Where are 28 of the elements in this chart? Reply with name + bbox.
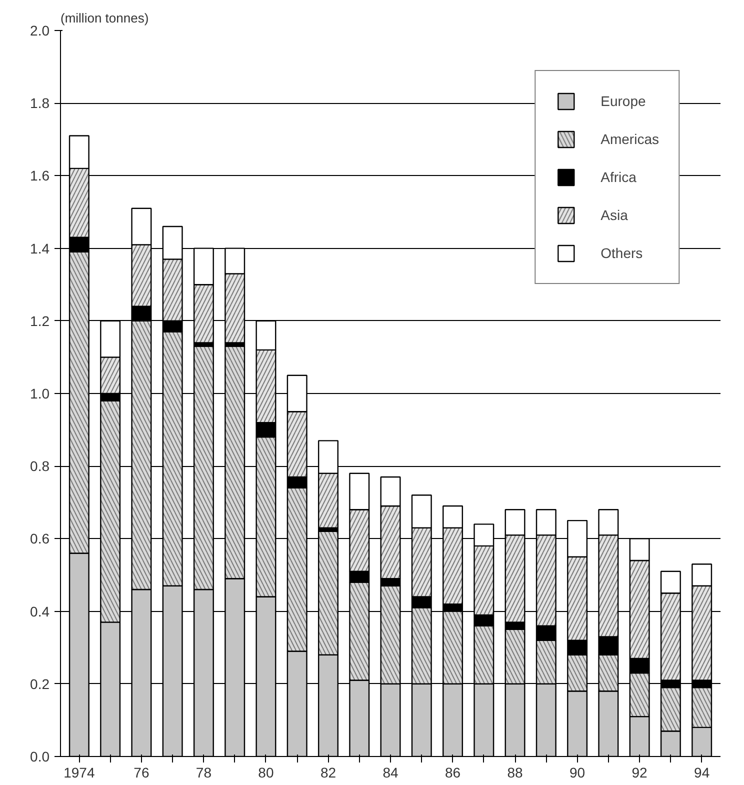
y-tick-label: 2.0 xyxy=(30,22,50,38)
legend-label: Europe xyxy=(600,93,646,109)
x-tick-label: 82 xyxy=(320,764,336,780)
y-tick-label: 1.6 xyxy=(30,168,50,184)
legend-label: Asia xyxy=(600,207,628,223)
y-tick-label: 1.4 xyxy=(30,240,50,256)
legend-label: Others xyxy=(600,245,643,261)
x-tick-label: 78 xyxy=(196,764,212,780)
legend-label: Africa xyxy=(600,169,636,185)
x-tick-label: 86 xyxy=(444,764,461,780)
y-tick-label: 0.4 xyxy=(30,603,50,620)
x-tick-label: 1974 xyxy=(64,764,95,780)
y-tick-label: 1.8 xyxy=(30,95,50,112)
y-tick-label: 0.0 xyxy=(30,748,50,764)
x-tick-label: 80 xyxy=(258,764,274,780)
y-axis-title: (million tonnes) xyxy=(60,10,149,26)
x-tick-label: 76 xyxy=(134,764,150,780)
x-tick-label: 88 xyxy=(507,764,524,780)
y-tick-label: 0.2 xyxy=(30,676,50,692)
x-tick-label: 92 xyxy=(632,764,648,780)
y-tick-label: 0.8 xyxy=(30,458,50,474)
x-tick-label: 94 xyxy=(694,764,710,780)
legend-label: Americas xyxy=(600,131,659,147)
x-tick-label: 84 xyxy=(382,764,398,780)
x-tick-label: 90 xyxy=(570,764,586,780)
y-tick-label: 1.0 xyxy=(30,386,50,402)
y-tick-label: 0.6 xyxy=(30,530,50,547)
y-tick-label: 1.2 xyxy=(30,312,50,329)
